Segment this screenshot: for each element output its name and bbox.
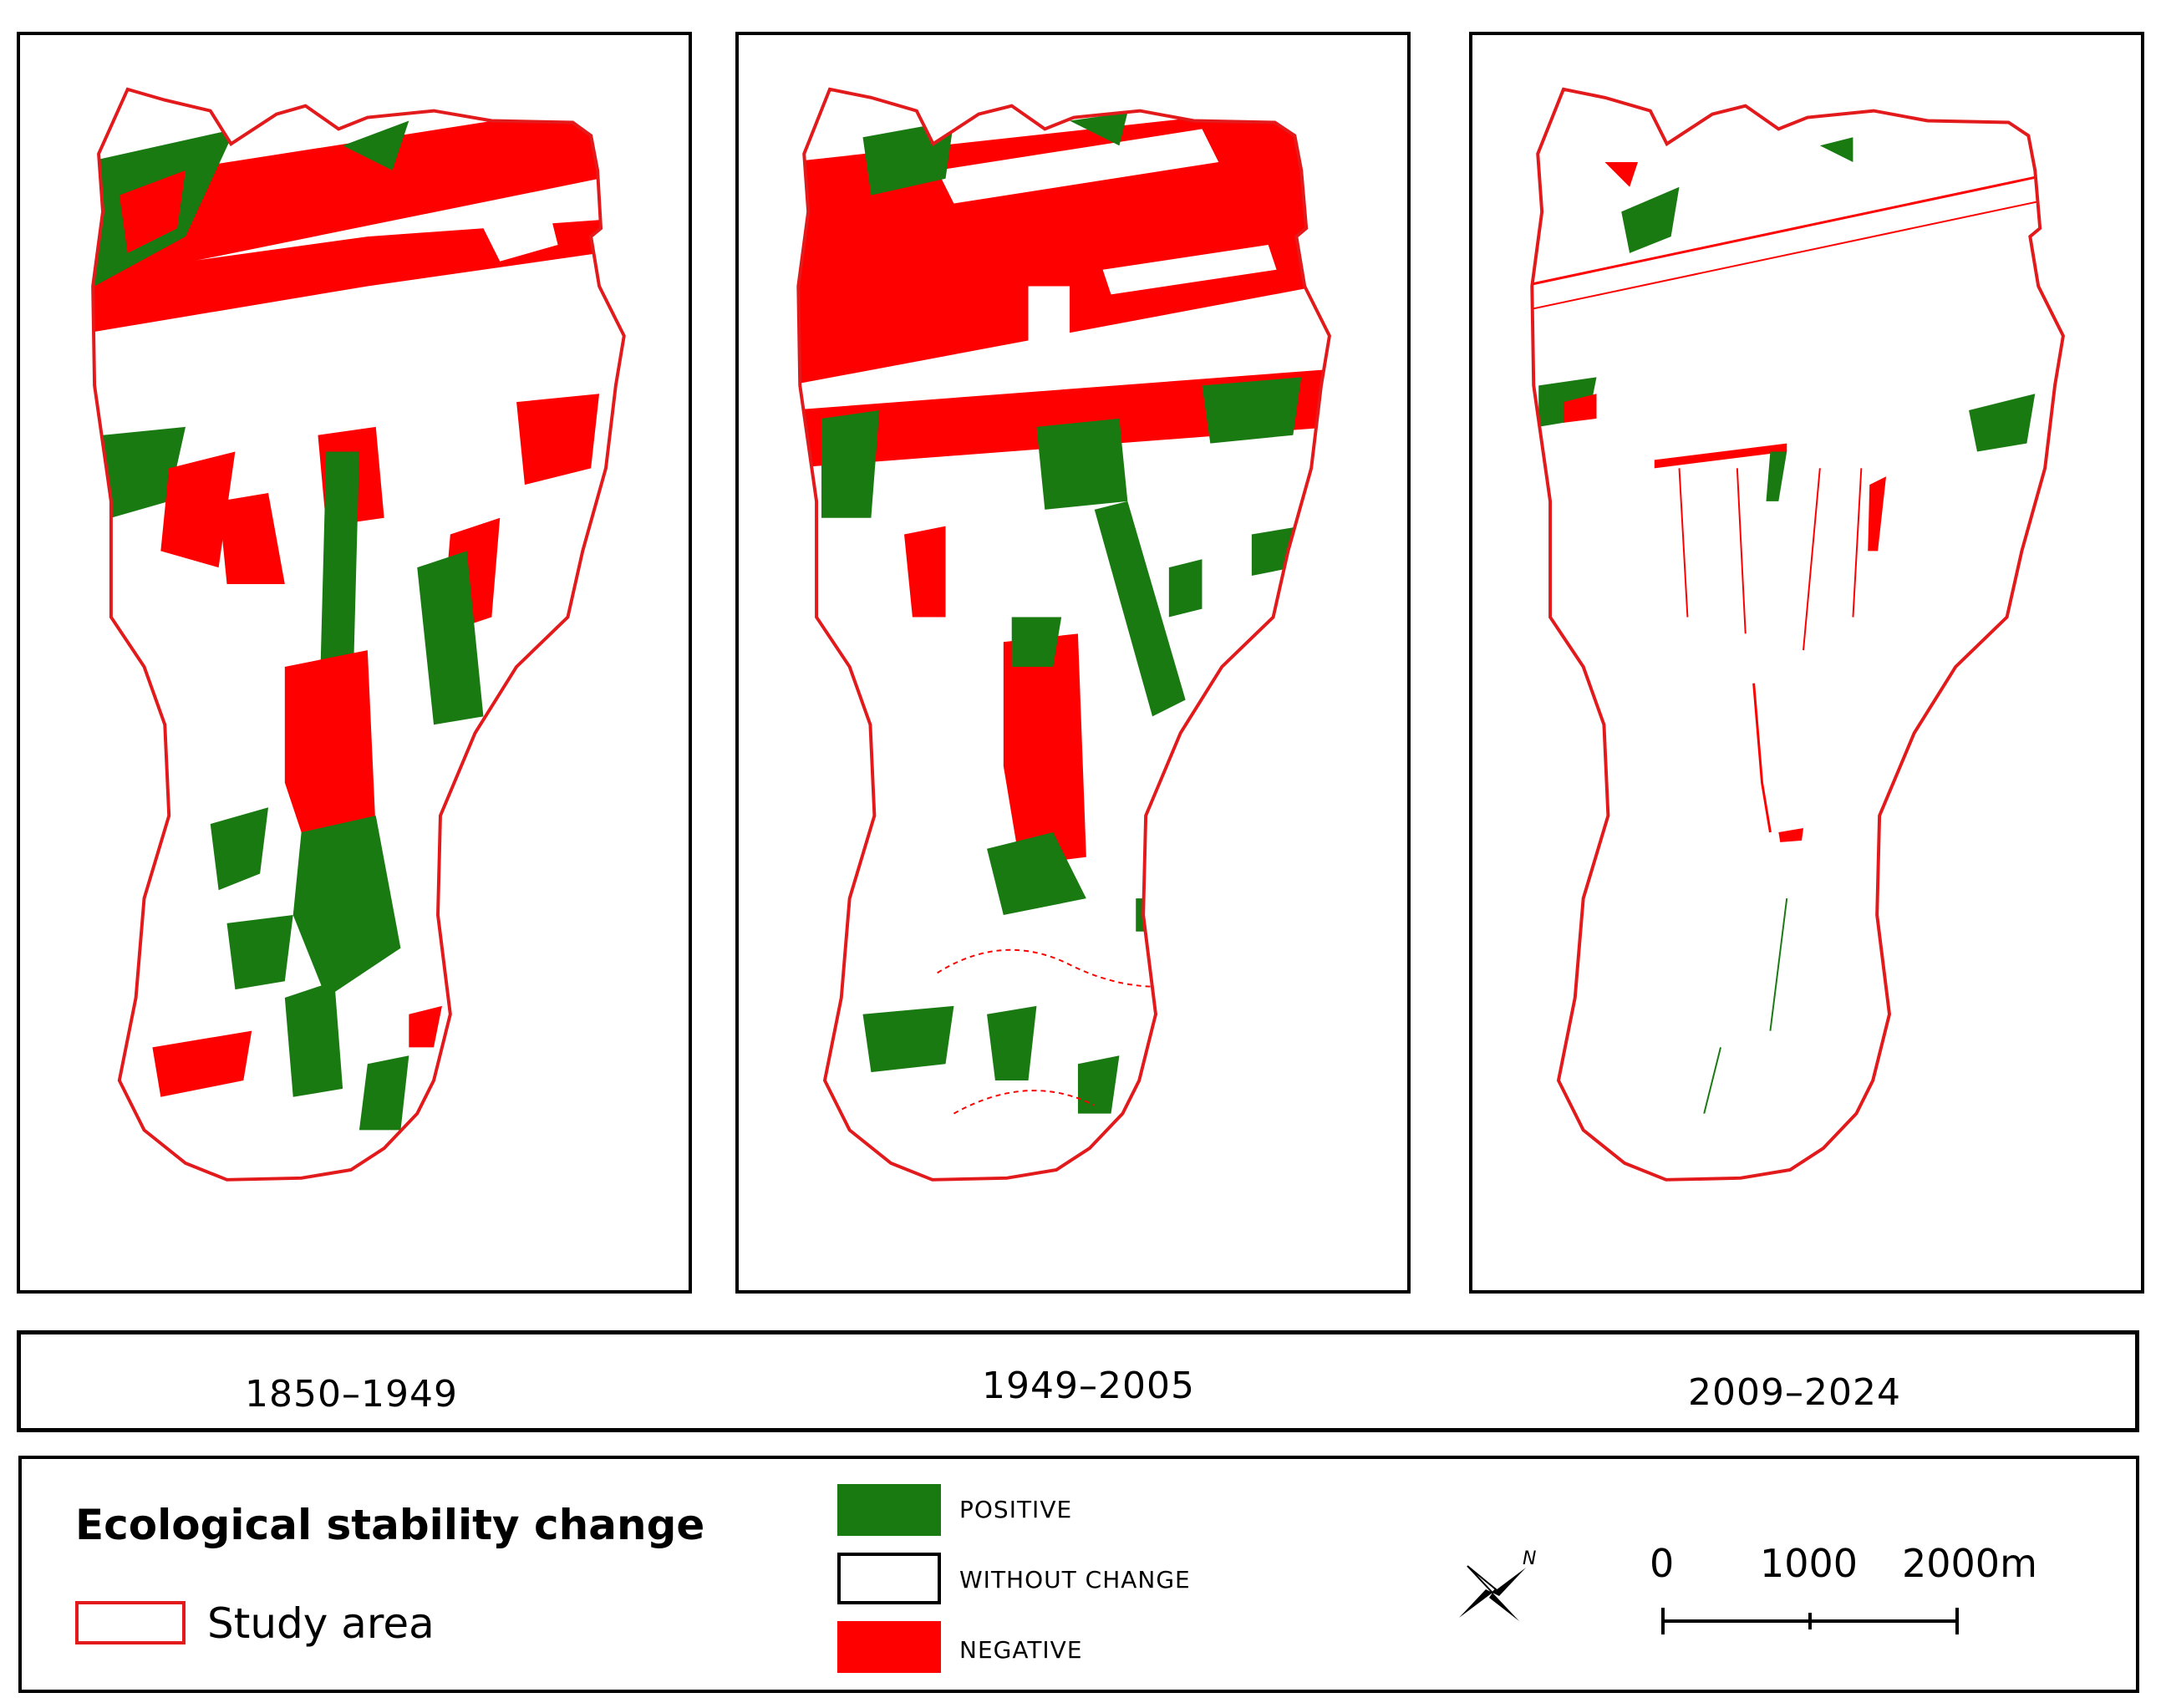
positive-patch [1036,418,1128,510]
positive-patch [226,914,293,990]
period-label-3: 2009–2024 [1688,1371,1901,1414]
positive-patch [417,551,484,725]
unchanged-patch [1102,245,1277,295]
scale-tick-2000: 2000m [1902,1541,2037,1586]
negative-patch [1563,394,1597,423]
positive-patch [343,120,409,170]
positive-patch [210,807,269,891]
negative-patch [798,369,1330,469]
positive-patch [292,816,401,998]
unchanged-patch [1028,286,1070,353]
positive-patch [987,831,1086,915]
negative-line [937,948,1203,988]
negative-patch [1003,633,1086,866]
negative-patch [93,104,600,287]
positive-patch [1202,377,1302,444]
positive-patch [1969,394,2036,452]
negative-patch [1604,161,1639,187]
positive-patch [1011,617,1062,667]
without-change-label: WITHOUT CHANGE [959,1566,1191,1594]
negative-patch [1778,828,1804,842]
scale-tick-1000: 1000 [1760,1541,1858,1586]
map-1949-2005 [796,87,1331,1182]
study-area-boundary [796,87,1331,1182]
positive-patch [358,1055,409,1131]
map-1850-1949 [91,87,626,1182]
positive-patch [1766,451,1787,501]
map-panel-1949-2005 [735,32,1411,1294]
positive-patch [1168,559,1203,618]
negative-swatch [837,1621,941,1673]
negative-line [1532,169,2063,287]
study-area-swatch [75,1601,186,1644]
scale-bar [1661,1608,1959,1634]
negative-line [953,1090,1096,1115]
without-change-swatch [837,1553,941,1604]
study-area-label: Study area [207,1599,435,1648]
negative-line [1678,468,1863,651]
positive-swatch [837,1484,941,1536]
north-arrow-icon: N [1459,1548,1536,1621]
positive-patch [1621,186,1680,253]
negative-line [1532,194,2063,313]
negative-patch [409,1005,442,1048]
map-panel-2009-2024 [1469,32,2144,1294]
negative-patch [284,650,376,857]
negative-patch [904,526,946,618]
legend-title: Ecological stability change [75,1501,705,1549]
study-area-boundary [91,87,626,1182]
positive-line [1703,898,1788,1114]
unchanged-patch [483,211,558,262]
scale-tick-0: 0 [1650,1541,1675,1586]
positive-patch [821,410,880,518]
positive-patch [103,426,186,518]
period-label-1: 1850–1949 [245,1373,458,1416]
negative-patch [1868,476,1887,552]
positive-patch [862,1005,954,1073]
negative-patch [160,451,236,568]
positive-patch [1819,137,1853,162]
negative-line [1752,683,1772,833]
negative-label: NEGATIVE [959,1636,1083,1664]
positive-label: POSITIVE [959,1496,1073,1523]
positive-patch [284,981,343,1097]
north-label: N [1523,1548,1536,1569]
negative-patch [152,1030,252,1097]
negative-patch [218,493,285,584]
period-label-2: 1949–2005 [982,1365,1195,1407]
positive-patch [1136,898,1161,932]
positive-patch [1070,112,1128,146]
negative-patch [93,220,600,336]
positive-patch [987,1005,1037,1080]
map-2009-2024 [1530,87,2065,1182]
positive-patch [1077,1055,1120,1114]
legend: Ecological stability change Study area P… [18,1456,2139,1693]
map-panel-1850-1949 [17,32,692,1294]
period-labels: 1850–1949 1949–2005 2009–2024 [17,1330,2139,1432]
unchanged-patch [937,129,1219,204]
positive-patch [1094,501,1186,717]
negative-patch [1654,443,1787,469]
negative-patch [516,394,600,485]
study-area-boundary [1530,87,2065,1182]
